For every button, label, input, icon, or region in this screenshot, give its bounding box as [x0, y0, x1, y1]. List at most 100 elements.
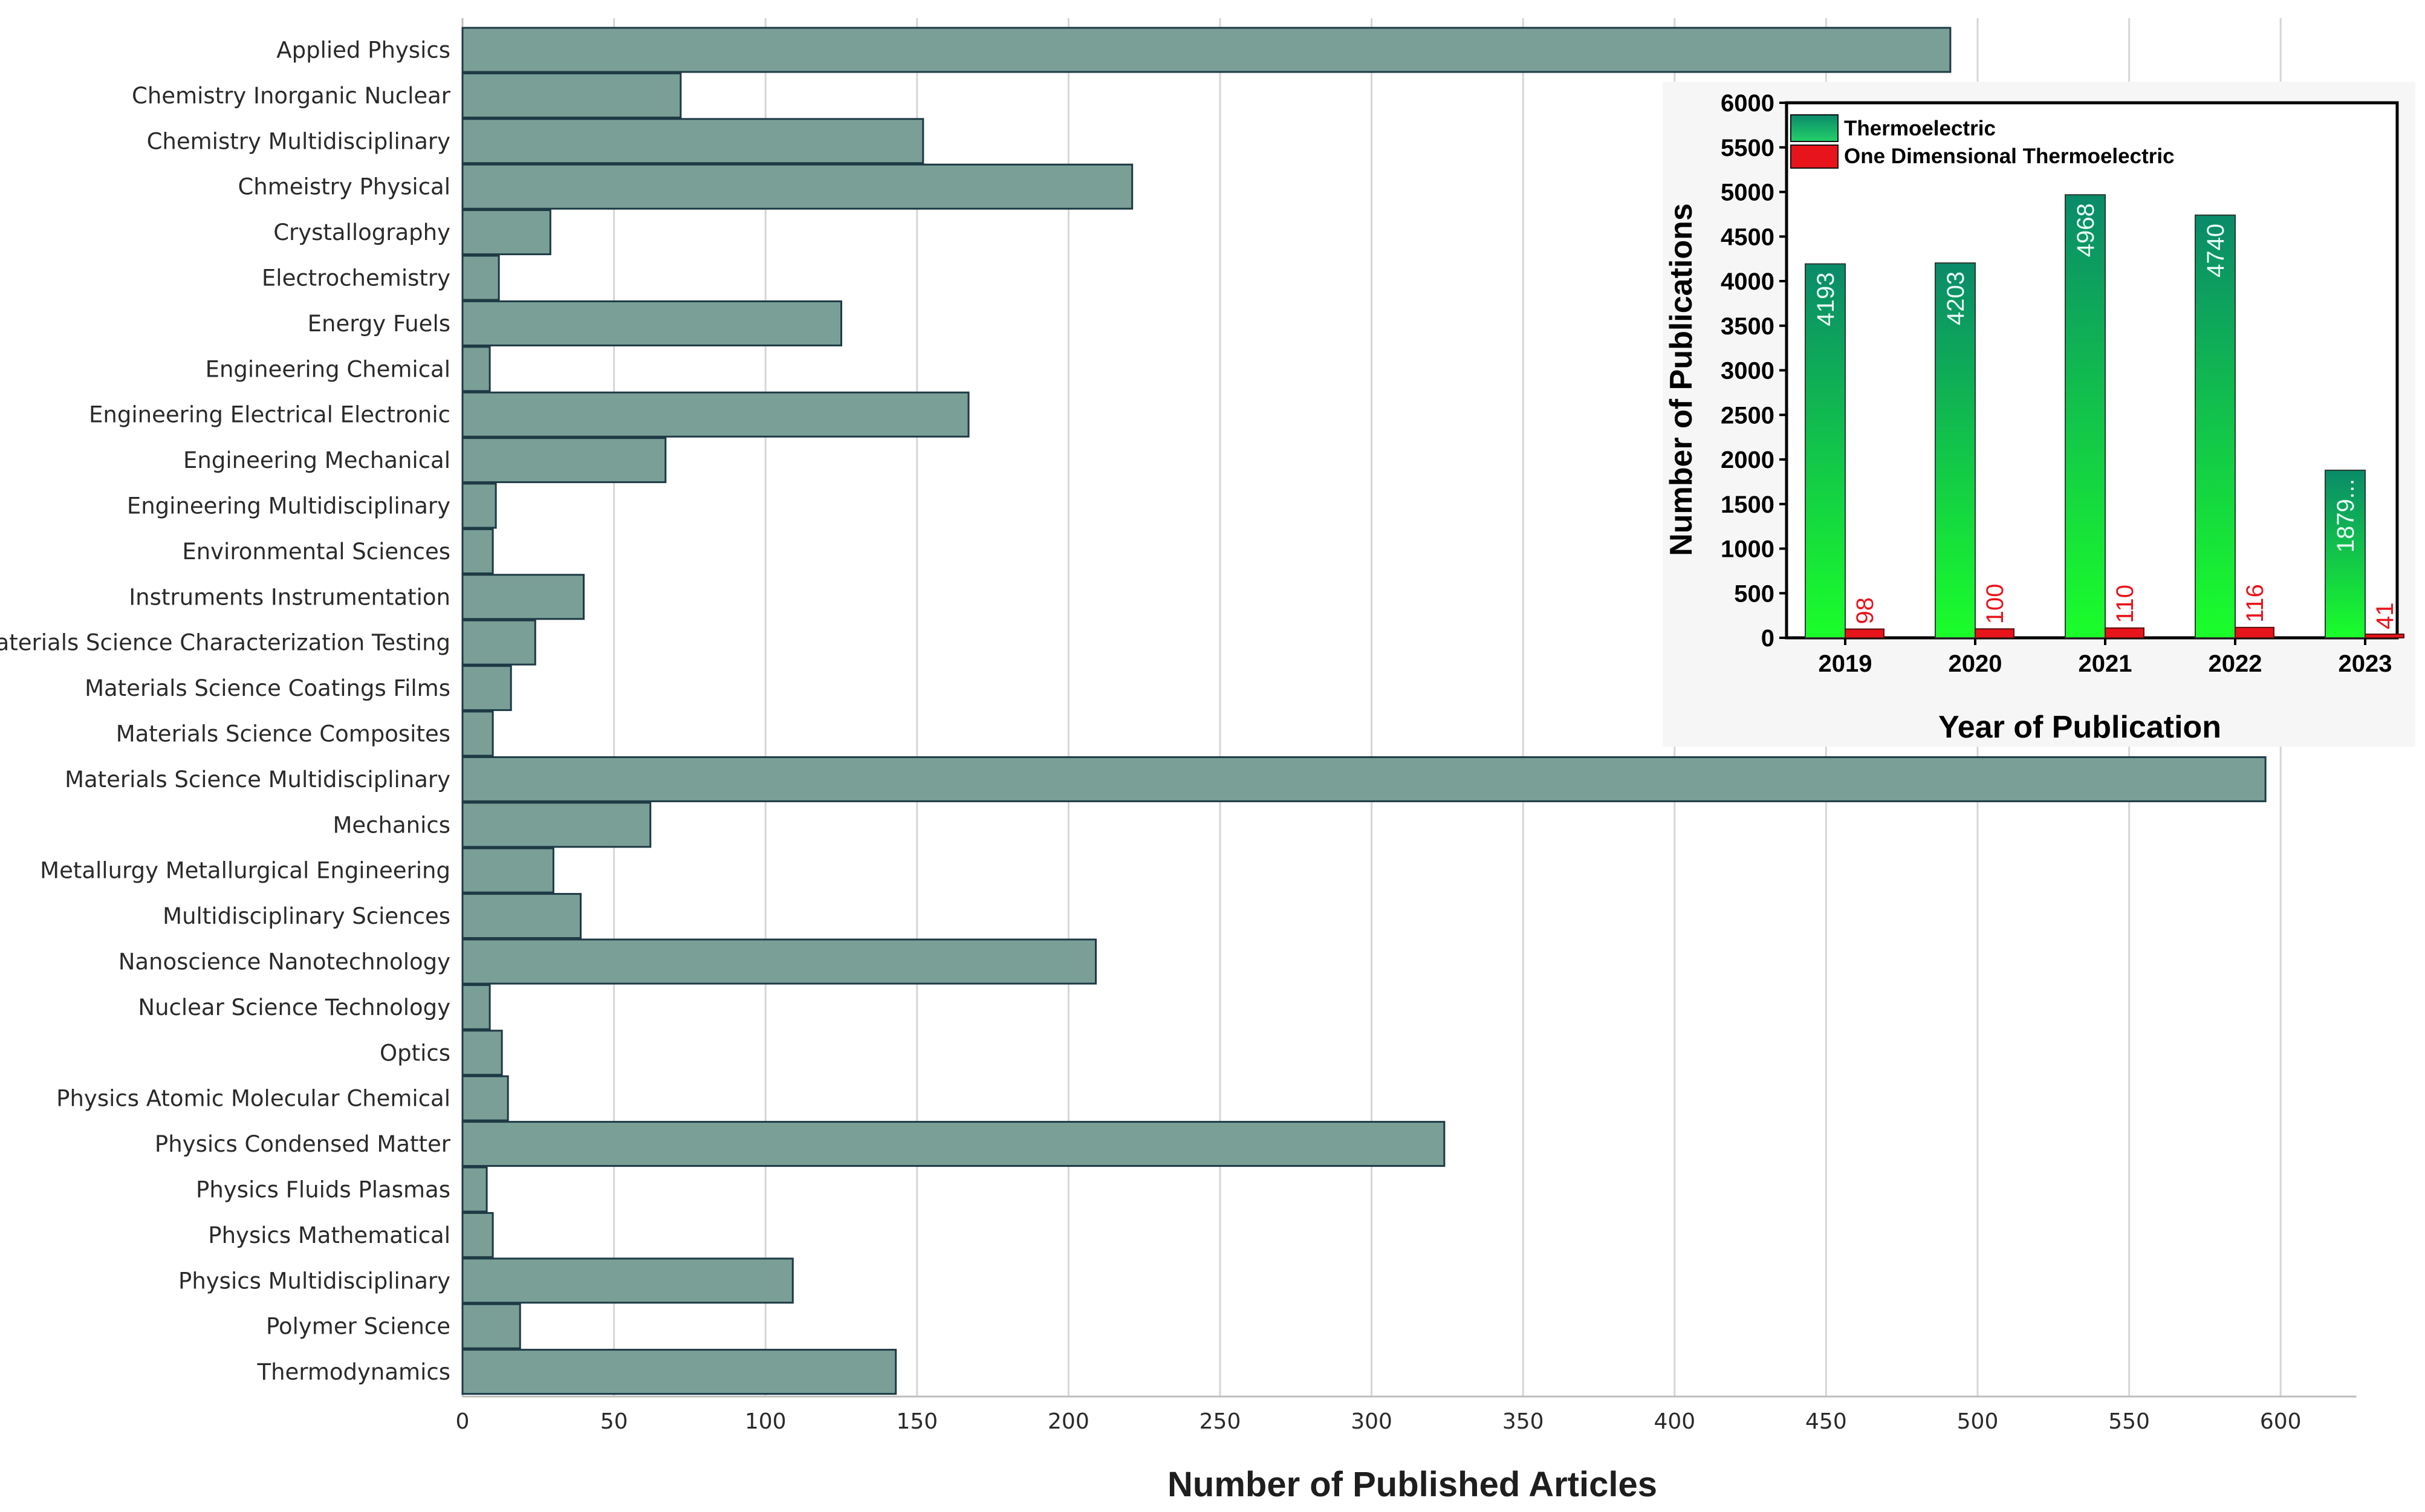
category-label: Physics Atomic Molecular Chemical — [56, 1086, 450, 1112]
category-label: Thermodynamics — [256, 1359, 450, 1385]
inset-x-tick-label: 2022 — [2209, 651, 2262, 677]
category-label: Metallurgy Metallurgical Engineering — [40, 858, 450, 884]
category-label: Engineering Mechanical — [183, 447, 450, 473]
bar-metallurgy-metallurgical-engineering — [461, 847, 554, 894]
category-label: Physics Condensed Matter — [155, 1131, 451, 1157]
category-label: Physics Multidisciplinary — [178, 1268, 450, 1294]
category-label: Materials Science Composites — [116, 721, 450, 747]
data-label-one-dimensional: 98 — [1852, 597, 1878, 625]
inset-y-tick-label: 0 — [1761, 625, 1774, 652]
inset-y-tick-labels: 0 500 1000 1500 2000 2500 3000 3500 4000 4500 5000… — [1721, 90, 1787, 652]
bar-materials-science-composites — [461, 710, 494, 757]
inset-x-tick-label: 2021 — [2079, 651, 2132, 677]
bar-engineering-mechanical — [461, 437, 667, 484]
bar-environmental-sciences — [461, 528, 494, 574]
inset-x-tick-label: 2019 — [1819, 651, 1872, 677]
category-label: Energy Fuels — [308, 311, 450, 337]
bar-thermodynamics — [461, 1349, 897, 1395]
inset-y-tick-label: 5500 — [1721, 135, 1774, 161]
bar-materials-science-characterization-testing — [461, 619, 536, 666]
data-label-one-dimensional: 116 — [2242, 584, 2268, 623]
x-tick-label: 300 — [1351, 1409, 1392, 1434]
inset-bars — [1805, 194, 2404, 639]
x-tick-label: 450 — [1805, 1409, 1847, 1434]
category-label: Chemistry Inorganic Nuclear — [132, 83, 451, 109]
x-tick-label: 550 — [2108, 1409, 2150, 1434]
data-label-one-dimensional: 110 — [2112, 585, 2138, 623]
bar-polymer-science — [461, 1303, 521, 1349]
bar-applied-physics — [461, 27, 1952, 73]
bar-physics-fluids-plasmas — [461, 1166, 488, 1213]
category-label: Crystallography — [273, 219, 450, 245]
x-tick-label: 250 — [1200, 1409, 1241, 1434]
bar-one-dimensional-2021 — [2105, 627, 2144, 639]
main-x-tick-labels: 0 50 100 150 200 250 300 350 400 450 500 550 600 — [456, 1409, 2302, 1434]
inset-x-tick-label: 2020 — [1949, 651, 2002, 677]
data-label-thermoelectric: 1879... — [2332, 479, 2359, 553]
bar-engineering-electrical-electronic — [461, 391, 970, 438]
bar-one-dimensional-2022 — [2235, 626, 2274, 639]
category-label: Electrochemistry — [262, 265, 450, 291]
bar-instruments-instrumentation — [461, 574, 585, 620]
x-tick-label: 500 — [1957, 1409, 1999, 1434]
category-label: Chemistry Multidisciplinary — [147, 128, 450, 154]
category-label: Materials Science Characterization Testi… — [0, 630, 450, 656]
inset-y-tick-label: 2000 — [1721, 447, 1774, 473]
category-label: Engineering Electrical Electronic — [89, 402, 450, 428]
legend-label-thermoelectric: Thermoelectric — [1844, 117, 1996, 140]
bar-materials-science-coatings-films — [461, 665, 512, 712]
category-label: Materials Science Multidisciplinary — [65, 767, 450, 793]
inset-legend: Thermoelectric One Dimensional Thermoele… — [1790, 114, 2175, 169]
data-label-thermoelectric: 4740 — [2203, 224, 2229, 277]
bar-physics-mathematical — [461, 1212, 494, 1258]
bar-one-dimensional-2019 — [1845, 628, 1884, 639]
legend-swatch-thermoelectric — [1790, 114, 1839, 142]
inset-y-tick-label: 3500 — [1721, 313, 1774, 340]
bar-engineering-multidisciplinary — [461, 482, 497, 529]
x-tick-label: 0 — [456, 1409, 470, 1434]
inset-y-tick-label: 3000 — [1721, 358, 1774, 384]
x-tick-label: 100 — [745, 1409, 787, 1434]
inset-publications-chart: 0 500 1000 1500 2000 2500 3000 3500 4000 4500 5000… — [1663, 82, 2415, 747]
bar-thermoelectric-2020 — [1935, 262, 1976, 638]
x-tick-label: 600 — [2260, 1409, 2302, 1434]
category-label: Physics Mathematical — [208, 1222, 450, 1248]
category-label: Chmeistry Physical — [238, 174, 450, 200]
category-label: Environmental Sciences — [182, 539, 450, 565]
bar-thermoelectric-2019 — [1805, 263, 1846, 639]
inset-y-tick-label: 4000 — [1721, 268, 1774, 295]
category-label: Optics — [380, 1040, 450, 1066]
category-label: Engineering Chemical — [206, 356, 450, 382]
category-label: Instruments Instrumentation — [129, 584, 450, 610]
data-label-thermoelectric: 4193 — [1813, 273, 1839, 326]
subject-area-bar-chart: Applied Physics Chemistry Inorganic Nucle… — [0, 18, 2357, 1504]
main-x-axis-title: Number of Published Articles — [1167, 1465, 1657, 1504]
bar-chemistry-multidisciplinary — [461, 118, 924, 164]
legend-swatch-one-dimensional — [1790, 144, 1839, 169]
bar-physics-condensed-matter — [461, 1121, 1446, 1167]
inset-y-tick-label: 2500 — [1721, 402, 1774, 429]
inset-y-tick-label: 4500 — [1721, 224, 1774, 250]
inset-x-tick-label: 2023 — [2339, 651, 2392, 677]
bar-chmeistry-physical — [461, 163, 1134, 210]
category-label: Nuclear Science Technology — [138, 994, 450, 1020]
bar-thermoelectric-2022 — [2195, 214, 2236, 639]
bar-mechanics — [461, 802, 652, 848]
bar-nanoscience-nanotechnology — [461, 938, 1097, 985]
bar-nuclear-science-technology — [461, 984, 491, 1030]
bar-thermoelectric-2023 — [2325, 469, 2366, 638]
category-label: Physics Fluids Plasmas — [196, 1177, 450, 1203]
inset-y-tick-label: 1000 — [1721, 536, 1774, 563]
inset-x-tick-labels: 2019 2020 2021 2022 2023 — [1819, 638, 2392, 677]
category-label: Engineering Multidisciplinary — [127, 493, 450, 519]
bar-thermoelectric-2021 — [2065, 194, 2106, 639]
bar-physics-multidisciplinary — [461, 1257, 794, 1304]
bar-energy-fuels — [461, 300, 842, 346]
x-tick-label: 150 — [896, 1409, 938, 1434]
category-label: Multidisciplinary Sciences — [163, 903, 450, 929]
data-label-thermoelectric: 4203 — [1943, 271, 1969, 325]
bar-engineering-chemical — [461, 346, 491, 392]
bar-physics-atomic-molecular-chemical — [461, 1075, 509, 1121]
bar-one-dimensional-2023 — [2365, 633, 2404, 639]
